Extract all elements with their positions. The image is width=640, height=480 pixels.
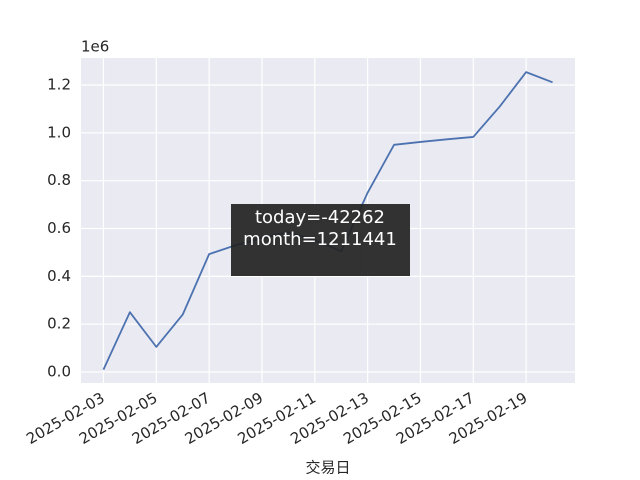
y-tick-label: 1.2 xyxy=(47,76,71,94)
y-tick-label: 0.8 xyxy=(47,171,71,189)
tooltip-box xyxy=(231,204,410,276)
tooltip-line: month=1211441 xyxy=(243,229,397,250)
y-tick-label: 0.2 xyxy=(47,315,71,333)
y-tick-label: 0.0 xyxy=(47,362,71,380)
tooltip-line: today=-42262 xyxy=(255,207,385,228)
y-offset-label: 1e6 xyxy=(81,38,109,56)
y-tick-label: 0.6 xyxy=(47,219,71,237)
x-axis-label: 交易日 xyxy=(305,459,350,477)
y-tick-label: 1.0 xyxy=(47,123,71,141)
y-tick-label: 0.4 xyxy=(47,267,71,285)
